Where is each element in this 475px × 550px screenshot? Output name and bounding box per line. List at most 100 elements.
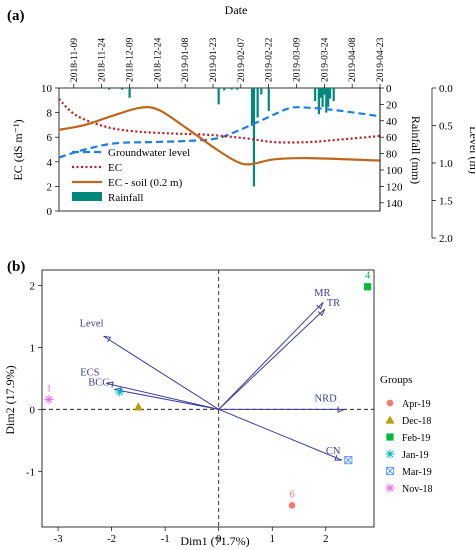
- rainfall-bar: [223, 88, 226, 91]
- legend-label: Rainfall: [108, 192, 143, 204]
- point-marker: [386, 484, 394, 492]
- group-legend-label: Mar-19: [402, 467, 432, 478]
- point-marker: [344, 456, 353, 465]
- level-axis-ticks: 0.0 0.5 1.0 1.5 2.0: [431, 83, 453, 245]
- point-marker: [386, 450, 394, 458]
- point-label: 1: [46, 383, 51, 394]
- ec-tick-label: 10: [41, 83, 53, 95]
- point-marker: [45, 395, 53, 403]
- rainfall-tick-label: 0: [386, 83, 392, 95]
- point-label: 4: [365, 271, 371, 282]
- panel-b-plot-frame: [41, 269, 375, 528]
- rainfall-bars: [108, 88, 335, 187]
- rainfall-bar: [321, 88, 324, 107]
- point-label: 6: [289, 489, 294, 500]
- date-tick-label: 2019-04-23: [376, 37, 386, 82]
- rainfall-tick-label: 20: [386, 99, 398, 111]
- rainfall-tick-label: 80: [386, 149, 398, 161]
- ec-axis-title: EC (dS m⁻¹): [11, 119, 25, 180]
- point-marker: [386, 399, 394, 407]
- date-tick-label: 2019-03-09: [293, 37, 303, 82]
- date-tick-label: 2018-11-24: [98, 38, 108, 82]
- rainfall-axis-title: Rainfall (mm): [409, 116, 423, 184]
- rainfall-tick-label: 40: [386, 116, 398, 128]
- level-tick-label: 1.5: [439, 196, 453, 208]
- ec-tick-label: 0: [47, 206, 53, 218]
- group-legend-label: Dec-18: [402, 416, 431, 427]
- groups-legend: Apr-19 Dec-18 Feb-19 Jan-19 Mar-19 Nov-18: [385, 399, 433, 495]
- rainfall-tick-label: 120: [386, 181, 403, 193]
- vector-label: CN: [326, 446, 341, 457]
- rainfall-bar: [317, 88, 320, 115]
- rainfall-bar: [108, 88, 111, 90]
- rainfall-bar: [332, 88, 335, 102]
- rainfall-tick-label: 140: [386, 198, 403, 210]
- series-line-ec-soil-0-2-m-: [58, 106, 381, 166]
- dim1-tick-label: 0: [216, 533, 222, 545]
- vector-arrowhead: [316, 302, 324, 310]
- dim2-tick-label: 2: [30, 280, 36, 292]
- dim2-tick-label: 0: [30, 404, 36, 416]
- rainfall-bar: [327, 88, 330, 107]
- point-marker: [385, 466, 395, 476]
- point-marker: [363, 283, 372, 291]
- vector-label: BCG: [88, 378, 110, 389]
- level-tick-label: 0.5: [439, 121, 453, 133]
- dim2-tick-label: -1: [26, 466, 35, 478]
- legend-label: EC: [108, 162, 122, 174]
- rainfall-bar: [267, 88, 270, 111]
- panel-b-label: (b): [7, 259, 25, 275]
- point-marker: [386, 433, 394, 441]
- loading-vector: [218, 408, 343, 461]
- vector-label: Level: [80, 318, 104, 329]
- dim1-axis-title: Dim1 (71.7%): [180, 534, 249, 548]
- vector-label: MR: [314, 288, 330, 299]
- loading-vector: [114, 389, 219, 410]
- group-legend-label: Jan-19: [402, 450, 429, 461]
- date-axis-title: Date: [225, 3, 248, 17]
- rainfall-bar: [260, 88, 263, 95]
- date-tick-label: 2019-01-08: [181, 37, 191, 82]
- rainfall-bar: [230, 88, 233, 90]
- dim1-tick-label: -1: [161, 533, 170, 545]
- vector-arrowhead: [103, 335, 112, 343]
- date-tick-label: 2018-12-09: [126, 37, 136, 82]
- rainfall-bar: [325, 88, 328, 113]
- vector-arrowhead: [334, 454, 342, 461]
- rainfall-bar: [252, 88, 256, 187]
- group-legend-label: Nov-18: [402, 484, 433, 495]
- level-tick-label: 2.0: [439, 233, 453, 245]
- dim1-tick-label: 1: [270, 533, 276, 545]
- date-tick-label: 2019-02-22: [265, 37, 275, 82]
- loading-vector: [103, 335, 219, 410]
- series-line-ec: [58, 98, 381, 144]
- panel-a-label: (a): [7, 8, 25, 24]
- point-marker: [344, 456, 353, 465]
- loading-vector: [106, 382, 219, 410]
- rainfall-bar: [121, 88, 124, 90]
- rainfall-tick-label: 60: [386, 132, 398, 144]
- groups-legend-title: Groups: [380, 374, 412, 386]
- dim2-tick-label: 1: [30, 342, 36, 354]
- ec-tick-label: 4: [47, 157, 53, 169]
- point-marker: [116, 388, 124, 396]
- rainfall-bar: [314, 88, 317, 102]
- ec-axis-ticks: 0 2 4 6 8 10: [41, 83, 59, 218]
- date-tick-labels: 2018-11-09 2018-11-24 2018-12-09 2018-12-24…: [70, 37, 386, 88]
- dim2-axis-title: Dim2 (17.9%): [3, 365, 17, 434]
- rainfall-tick-label: 100: [386, 165, 403, 177]
- panel-a-legend: Groundwater level EC EC - soil (0.2 m) Rain…: [72, 147, 190, 204]
- vector-label: TR: [327, 298, 340, 309]
- ec-tick-label: 2: [47, 181, 53, 193]
- rainfall-axis-ticks: 0 20 40 60 80 100 120 140: [379, 83, 403, 211]
- rainfall-bar: [328, 88, 332, 99]
- dim1-tick-label: -2: [107, 533, 116, 545]
- group-legend-label: Feb-19: [402, 433, 430, 444]
- vector-label: NRD: [315, 393, 338, 404]
- dim1-tick-label: -3: [53, 533, 63, 545]
- level-tick-label: 0.0: [439, 83, 453, 95]
- date-tick-label: 2019-03-24: [320, 37, 330, 82]
- group-legend-label: Apr-19: [402, 399, 431, 410]
